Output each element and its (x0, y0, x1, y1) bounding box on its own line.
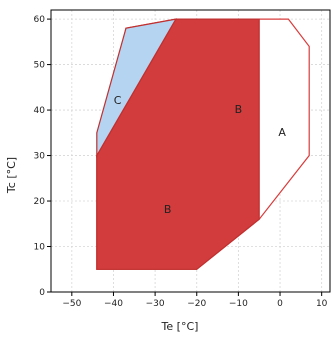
y-tick-label: 20 (34, 197, 46, 207)
axes (47, 9, 331, 296)
region-c (96, 18, 178, 158)
x-tick-label: 0 (277, 299, 283, 309)
x-tick-label: −50 (62, 299, 81, 309)
x-tick-label: −10 (229, 299, 248, 309)
x-tick-label: −30 (146, 299, 165, 309)
region-label-b: B (164, 203, 172, 216)
x-tick-label: 10 (316, 299, 328, 309)
x-tick-label: −40 (104, 299, 123, 309)
region-label-a: A (278, 126, 286, 139)
y-tick-label: 10 (34, 243, 46, 253)
y-tick-label: 40 (34, 106, 46, 116)
tick-labels: −50 −40 −30 −20 −10 0 10 0 10 20 30 40 50 60 (34, 15, 328, 309)
region-label-c: C (114, 94, 122, 107)
region-labels: A B B C (114, 94, 287, 216)
y-tick-label: 0 (39, 288, 45, 298)
x-tick-label: −20 (187, 299, 206, 309)
y-tick-label: 60 (34, 15, 46, 25)
y-tick-label: 50 (34, 61, 46, 71)
regions (96, 18, 310, 270)
y-axis-label: Tc [°C] (5, 157, 18, 194)
plot-frame (50, 9, 331, 293)
x-axis-label: Te [°C] (161, 320, 199, 333)
region-label-b: B (235, 103, 243, 116)
y-tick-label: 30 (34, 152, 46, 162)
